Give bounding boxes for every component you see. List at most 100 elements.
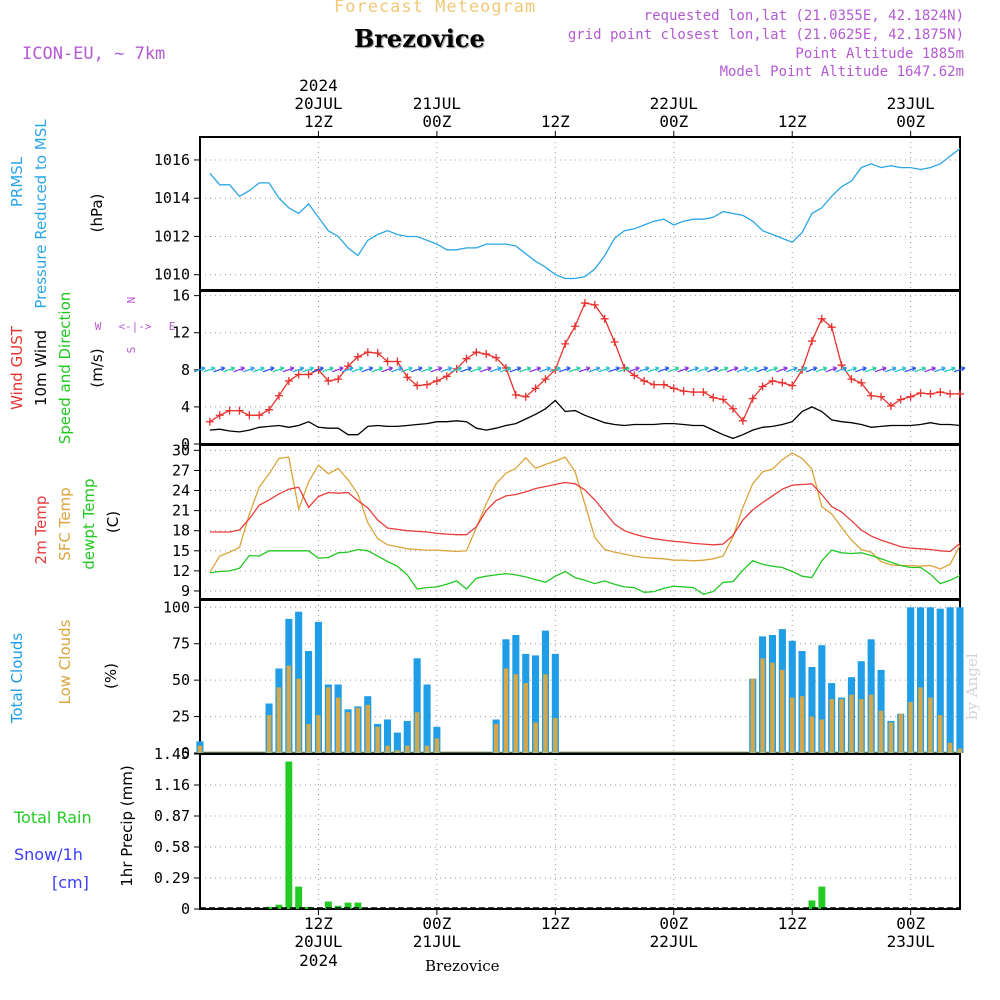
low-cloud-bar [375, 726, 380, 753]
direction-key-e: E [169, 320, 176, 333]
model-label: ICON-EU, ~ 7km [22, 44, 166, 64]
y-tick-label: 0.29 [154, 869, 190, 887]
wind-10m-label: 10m Wind [32, 330, 50, 406]
gust-marker [432, 376, 441, 385]
top-hour-label: 00Z [896, 112, 925, 131]
wind-direction-arrow [322, 366, 334, 373]
bottom-date-label: 22JUL [650, 932, 698, 951]
bottom-year-label: 2024 [299, 951, 338, 970]
wind-direction-arrow [203, 366, 216, 373]
top-hour-label: 00Z [659, 112, 688, 131]
y-tick-label: 1014 [154, 189, 190, 207]
low-cloud-bar [760, 658, 765, 753]
wind-direction-arrow [855, 366, 867, 373]
bottom-hour-label: 12Z [541, 914, 570, 933]
gust-marker [521, 392, 530, 401]
wind-direction-arrow [282, 366, 295, 373]
gust-marker [462, 354, 471, 363]
gust-marker [383, 357, 392, 366]
wind-direction-arrow [410, 366, 423, 373]
wind-direction-arrow [549, 366, 561, 373]
wind-direction-arrow [637, 366, 650, 373]
gust-marker [768, 376, 777, 385]
gust-marker [916, 389, 925, 397]
y-tick-label: 1012 [154, 227, 190, 245]
wind-direction-arrow [598, 366, 611, 373]
low-cloud-bar [434, 738, 440, 753]
wind-direction-arrow [509, 366, 522, 373]
gust-marker [482, 350, 491, 359]
panel-frame [199, 444, 961, 600]
gust-marker [334, 375, 343, 384]
gust-marker [205, 417, 214, 426]
low-cloud-bar [780, 669, 785, 753]
gust-marker [669, 384, 678, 393]
low-cloud-bar [276, 687, 282, 753]
y-tick-label: 12 [172, 324, 190, 342]
wind-direction-arrow [539, 366, 551, 373]
top-date-label: 20JUL [294, 94, 342, 113]
top-hour-label: 00Z [422, 112, 451, 131]
low-cloud-bar [414, 712, 420, 753]
wind-direction-arrow [825, 366, 838, 373]
low-cloud-bar [503, 668, 509, 753]
direction-key-w: W [95, 320, 102, 333]
total-cloud-bar [384, 719, 392, 753]
total-cloud-bar [551, 653, 559, 753]
gust-marker [827, 323, 836, 332]
low-cloud-bar [898, 713, 903, 753]
wind-direction-arrow [776, 366, 788, 373]
gust-marker [778, 378, 787, 387]
wind-direction-arrow [943, 366, 956, 373]
low-cloud-bar [336, 697, 341, 753]
gust-marker [344, 362, 353, 371]
rain-bar [808, 900, 816, 909]
y-tick-label: 1.16 [154, 776, 190, 794]
dewpt-temp-line [209, 548, 961, 596]
wind-direction-arrow [223, 366, 236, 373]
pressure-label-short: PRMSL [8, 156, 26, 207]
bottom-hour-label: 00Z [659, 914, 688, 933]
rain-bar [275, 904, 283, 909]
gust-marker [501, 363, 510, 372]
wind-direction-arrow [361, 366, 374, 373]
gust-marker [867, 391, 876, 400]
y-tick-label: 0 [181, 435, 190, 453]
gust-marker [847, 375, 856, 384]
low-cloud-bar [849, 694, 854, 753]
gust-marker [877, 392, 886, 401]
gust-marker [807, 337, 816, 346]
wind-direction-arrow [578, 366, 591, 373]
wind-direction-arrow [420, 366, 433, 373]
gust-marker [363, 348, 372, 357]
gust-marker [215, 411, 224, 420]
snow-legend: Snow/1h [14, 845, 83, 864]
y-tick-label: 0.58 [154, 838, 190, 856]
gust-marker [353, 352, 362, 361]
gust-marker [719, 395, 728, 404]
gust-marker [413, 381, 422, 390]
pressure-line [209, 147, 961, 280]
precip-unit: 1hr Precip (mm) [118, 765, 136, 886]
y-tick-label: 4 [181, 398, 190, 416]
wind-direction-arrow [489, 366, 502, 373]
total-cloud-bar [946, 607, 954, 753]
low-cloud-bar [355, 707, 361, 753]
low-cloud-bar [829, 699, 834, 753]
low-cloud-bar [750, 678, 755, 753]
gust-marker [442, 372, 451, 381]
wind-direction-arrow [499, 366, 512, 373]
low-cloud-bar [296, 678, 301, 753]
rain-bar [344, 902, 352, 909]
wind-direction-arrow [480, 366, 492, 373]
top-date-label: 22JUL [650, 94, 698, 113]
wind-direction-arrow [697, 366, 709, 373]
wind-direction-arrow [450, 366, 463, 373]
total-cloud-bar [305, 651, 313, 753]
low-cloud-bar [306, 723, 311, 753]
rain-bar [818, 886, 826, 909]
low-cloud-bar [928, 697, 933, 753]
direction-key-arrow: <-|-> [118, 320, 151, 333]
wind-direction-arrow [470, 366, 482, 373]
